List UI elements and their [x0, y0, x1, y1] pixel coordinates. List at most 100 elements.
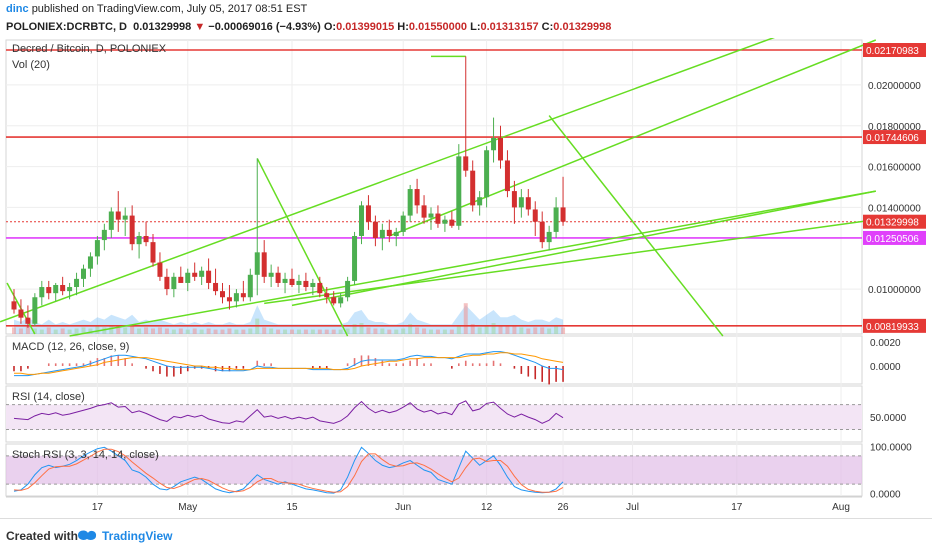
- candle-body: [560, 207, 566, 222]
- candle-body: [115, 211, 121, 220]
- candle: [101, 223, 107, 251]
- candle: [129, 205, 135, 251]
- volume-bar: [262, 327, 267, 334]
- candle: [39, 280, 45, 306]
- candle: [164, 268, 170, 296]
- candle-body: [456, 156, 462, 226]
- candle-body: [338, 297, 344, 304]
- candle: [386, 219, 392, 243]
- stoch-rsi-title: Stoch RSI (3, 3, 14, 14, close): [12, 449, 159, 461]
- tradingview-brand-link[interactable]: TradingView: [102, 529, 173, 543]
- volume-bar: [12, 327, 16, 334]
- candle-body: [199, 270, 205, 277]
- x-tick-label: May: [178, 502, 197, 513]
- macd-title: MACD (12, 26, close, 9): [12, 341, 129, 353]
- stoch-rsi-pane[interactable]: Stoch RSI (3, 3, 14, 14, close): [6, 446, 862, 494]
- candle-body: [359, 205, 364, 236]
- volume-bar: [39, 329, 44, 334]
- rsi-pane[interactable]: RSI (14, close): [6, 391, 862, 431]
- volume-bar: [317, 329, 322, 334]
- candle: [94, 236, 100, 265]
- candle: [518, 189, 524, 218]
- candle: [46, 280, 52, 300]
- price-tag-bg: [863, 230, 926, 245]
- volume-bar: [477, 327, 482, 334]
- x-tick-label: Jul: [626, 502, 639, 513]
- volume-bar: [498, 326, 503, 334]
- price-tag-label: 0.02170983: [866, 46, 919, 57]
- volume-bar: [449, 329, 454, 334]
- candle: [532, 201, 538, 236]
- chart-area[interactable]: Decred / Bitcoin, D, POLONIEX Vol (20) MA…: [0, 38, 932, 518]
- candle-body: [317, 282, 323, 294]
- volume-bar: [88, 328, 93, 334]
- low-value: 0.01313157: [480, 21, 539, 33]
- candle-body: [32, 297, 38, 324]
- volume-bar: [151, 328, 155, 334]
- candle: [199, 266, 205, 285]
- candle: [185, 268, 191, 292]
- candle-body: [372, 221, 378, 239]
- candle: [345, 276, 351, 302]
- volume-bar: [540, 327, 545, 334]
- candle: [504, 150, 510, 198]
- volume-bar: [178, 328, 183, 334]
- candle-body: [185, 272, 191, 283]
- candle-body: [386, 229, 392, 236]
- volume-bar: [185, 329, 190, 334]
- candle: [157, 252, 163, 281]
- volume-bar: [164, 328, 169, 334]
- volume-bar: [456, 325, 461, 334]
- candle-body: [518, 197, 524, 208]
- candle-body: [442, 219, 448, 224]
- candle-body: [407, 189, 413, 216]
- candle: [143, 221, 149, 247]
- candle-body: [491, 138, 497, 151]
- candle-body: [532, 209, 538, 222]
- volume-bar: [373, 328, 378, 334]
- candle-body: [324, 293, 330, 298]
- candle-body: [143, 236, 149, 243]
- candle: [282, 272, 288, 294]
- volume-bar: [491, 323, 496, 334]
- candle: [247, 268, 253, 302]
- high-value: 0.01550000: [408, 21, 468, 33]
- macd-pane[interactable]: MACD (12, 26, close, 9): [12, 341, 564, 385]
- volume-bar: [102, 327, 107, 334]
- macd-tick-label: 0.0020: [870, 338, 901, 349]
- candle-body: [25, 317, 31, 324]
- candle: [484, 146, 490, 208]
- candle: [324, 287, 330, 304]
- candle: [108, 207, 114, 239]
- candle: [261, 240, 267, 283]
- y-tick-label: 0.01000000: [868, 285, 921, 296]
- candle-body: [150, 242, 156, 263]
- candle: [87, 252, 93, 277]
- candle-body: [94, 240, 100, 257]
- volume-bar: [296, 329, 301, 334]
- candle: [67, 282, 73, 300]
- candle: [331, 291, 337, 306]
- candle: [192, 262, 198, 281]
- candle-body: [310, 282, 316, 288]
- volume-bar: [554, 326, 559, 334]
- price-tag-label: 0.01250506: [866, 234, 919, 245]
- candle: [317, 276, 323, 298]
- candle-body: [164, 276, 170, 290]
- volume-bar: [60, 328, 65, 334]
- candle: [303, 272, 309, 292]
- volume-bar: [429, 329, 433, 334]
- x-tick-label: 12: [481, 502, 493, 513]
- author-link[interactable]: dinc: [6, 3, 29, 15]
- volume-bar: [130, 325, 135, 334]
- price-pane[interactable]: Decred / Bitcoin, D, POLONIEX Vol (20): [0, 38, 877, 337]
- candle-body: [233, 293, 239, 302]
- last-price: 0.01329998: [133, 21, 192, 33]
- volume-label: Vol (20): [12, 59, 50, 71]
- volume-bar: [81, 327, 86, 334]
- y-tick-label: 0.01400000: [868, 203, 921, 214]
- candle: [310, 278, 316, 296]
- candle: [463, 56, 469, 177]
- candle-body: [11, 301, 17, 310]
- candle-body: [60, 285, 66, 292]
